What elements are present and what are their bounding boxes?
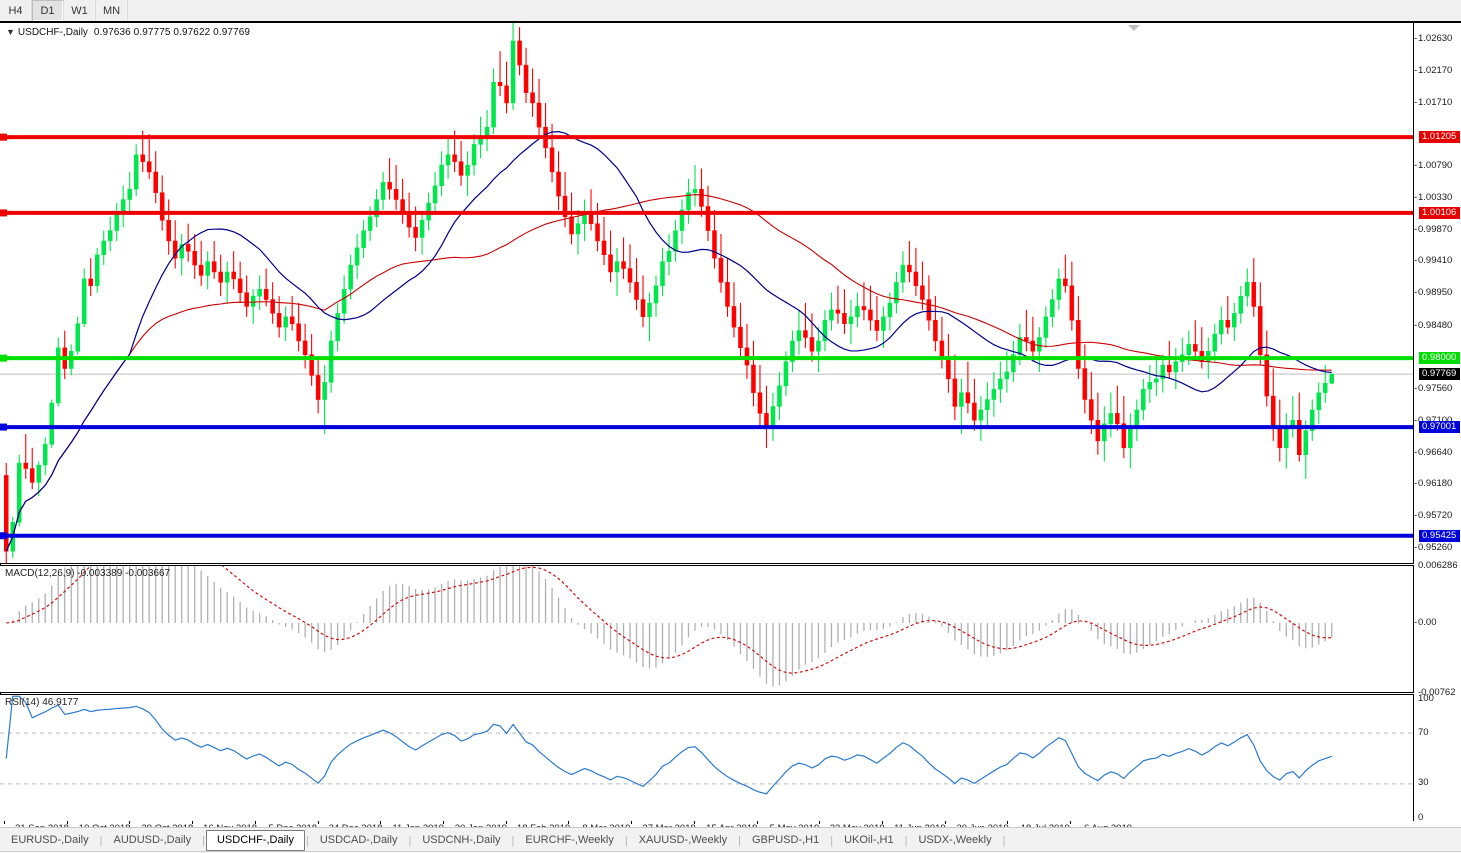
time-axis-tickmark [442,821,444,824]
tab-divider: | [305,834,309,847]
price-axis[interactable]: -1.02630 -1.02170 -1.01710 -1.00790 -1.00330… [1414,23,1461,823]
timeframe-button-d1[interactable]: D1 [32,0,64,21]
ohlc-low: 0.97622 [173,27,211,38]
chart-frame: ▼ USDCHF-,Daily 0.97636 0.97775 0.97622 0.… [0,21,1461,823]
price-axis-tick: -1.02630 [1414,33,1453,45]
price-axis-tick: -0.98480 [1414,319,1453,331]
tab-divider: | [904,834,908,847]
symbol-tab-usdcaddaily[interactable]: USDCAD-,Daily [319,834,398,846]
macd-pane[interactable]: MACD(12,26,9) -0.003389 -0.003667 [0,565,1414,693]
rsi-label: RSI(14) 46.9177 [5,697,79,708]
symbol-tab-xauusdweekly[interactable]: XAUUSD-,Weekly [638,834,728,846]
timeframe-label: W1 [71,4,88,17]
symbol-tab-eurchfweekly[interactable]: EURCHF-,Weekly [525,834,614,846]
time-axis-tickmark [317,821,319,824]
symbol-tab-audusddaily[interactable]: AUDUSD-,Daily [113,834,192,846]
time-axis-tickmark [254,821,256,824]
timeframe-button-h4[interactable]: H4 [0,0,32,21]
tab-divider: | [511,834,515,847]
timeframe-button-mn[interactable]: MN [96,0,128,21]
rsi-axis-tick: 100 [1418,692,1434,704]
symbol-name: USDCHF-,Daily [17,27,88,38]
time-axis-tickmark [944,821,946,824]
time-axis-tickmark [819,821,821,824]
price-axis-badge-support-green[interactable]: 0.98000 [1419,352,1460,365]
time-axis-tickmark [4,821,5,824]
candlestick-plot [0,23,1413,563]
tab-divider: | [624,834,628,847]
symbol-ohlc-header: ▼ USDCHF-,Daily 0.97636 0.97775 0.97622 0.… [6,27,250,38]
time-axis-tickmark [1070,821,1071,824]
timeframe-label: D1 [40,4,55,17]
ohlc-close: 0.97769 [213,27,251,38]
macd-plot [6,566,1333,687]
ohlc-open: 0.97636 [93,27,131,38]
tab-divider: | [830,834,834,847]
macd-name: MACD(12,26,9) [5,568,75,579]
time-axis-tickmark [1007,821,1009,824]
macd-axis-tick: -0.00762 [1418,686,1456,698]
rsi-axis-tick: 30 [1418,777,1429,789]
price-pane[interactable]: ▼ USDCHF-,Daily 0.97636 0.97775 0.97622 0.… [0,23,1414,564]
price-axis-tick: -0.99410 [1414,255,1453,267]
macd-signal-value: -0.003667 [125,568,171,579]
price-axis-badge-last-price[interactable]: 0.97769 [1419,368,1460,381]
symbol-tab-usdchfdaily[interactable]: USDCHF-,Daily [205,830,305,851]
symbol-tab-eurusddaily[interactable]: EURUSD-,Daily [11,834,89,846]
symbol-tab-usdcnhdaily[interactable]: USDCNH-,Daily [422,834,501,846]
time-axis-tickmark [568,821,570,824]
timeframe-toolbar: H4 D1 W1 MN [0,0,1461,22]
time-axis-tickmark [881,821,883,824]
price-axis-tick: -1.00790 [1414,160,1453,172]
time-axis-tickmark [192,821,194,824]
symbol-tab-ukoilh1[interactable]: UKOil-,H1 [844,834,894,846]
rsi-axis-tick: 70 [1418,726,1429,738]
timeframe-label: H4 [8,4,23,17]
rsi-axis-tick: 0 [1418,811,1424,823]
triangle-down-icon[interactable]: ▼ [6,27,15,37]
price-axis-tick: -1.01710 [1414,96,1453,108]
time-axis-tickmark [631,821,633,824]
timeframe-label: MN [102,4,121,17]
price-axis-tick: -0.99870 [1414,223,1453,235]
price-axis-tick: -1.00330 [1414,192,1453,203]
macd-axis-tick: -0.00 [1414,616,1437,628]
price-axis-badge-support-blue[interactable]: 0.95425 [1419,529,1460,542]
time-axis-tickmark [756,821,758,824]
price-axis-badge-resistance[interactable]: 1.00106 [1419,206,1460,219]
time-axis-tickmark [129,821,131,824]
price-axis-badge-support-blue[interactable]: 0.97001 [1419,421,1460,434]
macd-label: MACD(12,26,9) -0.003389 -0.003667 [5,568,170,579]
tab-divider: | [408,834,412,847]
price-axis-tick: -0.98950 [1414,287,1453,299]
rsi-plot [0,695,1413,795]
time-axis-tickmark [693,821,695,824]
ohlc-high: 0.97775 [133,27,171,38]
macd-main-value: -0.003389 [77,568,123,579]
macd-axis-tick: 0.006286 [1418,559,1458,571]
collapse-triangle-icon[interactable] [1128,25,1140,31]
tab-divider: | [738,834,741,847]
symbol-tab-usdxweekly[interactable]: USDX-,Weekly [918,834,992,846]
tab-divider: | [1002,834,1006,847]
price-axis-tick: -0.97100 [1414,414,1452,426]
tab-divider: | [99,834,103,847]
price-axis-tick: -0.97560 [1414,383,1453,394]
symbol-tab-bar: EURUSD-,Daily | AUDUSD-,Daily | USDCHF-,Dail… [0,827,1461,853]
price-axis-tick: -0.96180 [1414,478,1453,490]
price-axis-tick: -0.95260 [1414,541,1453,553]
tab-divider: | [202,834,205,847]
price-axis-tick: -0.95720 [1414,509,1453,521]
price-axis-tick: -1.02170 [1414,65,1453,77]
timeframe-button-w1[interactable]: W1 [64,0,96,21]
time-axis-tickmark [66,821,68,824]
time-axis-tickmark [505,821,507,824]
time-axis-tickmark [380,821,382,824]
rsi-pane[interactable]: RSI(14) 46.9177 [0,694,1414,822]
price-axis-badge-resistance[interactable]: 1.01205 [1419,131,1460,144]
price-axis-tick: -0.96640 [1414,446,1453,458]
symbol-tab-gbpusdh1[interactable]: GBPUSD-,H1 [751,834,820,846]
